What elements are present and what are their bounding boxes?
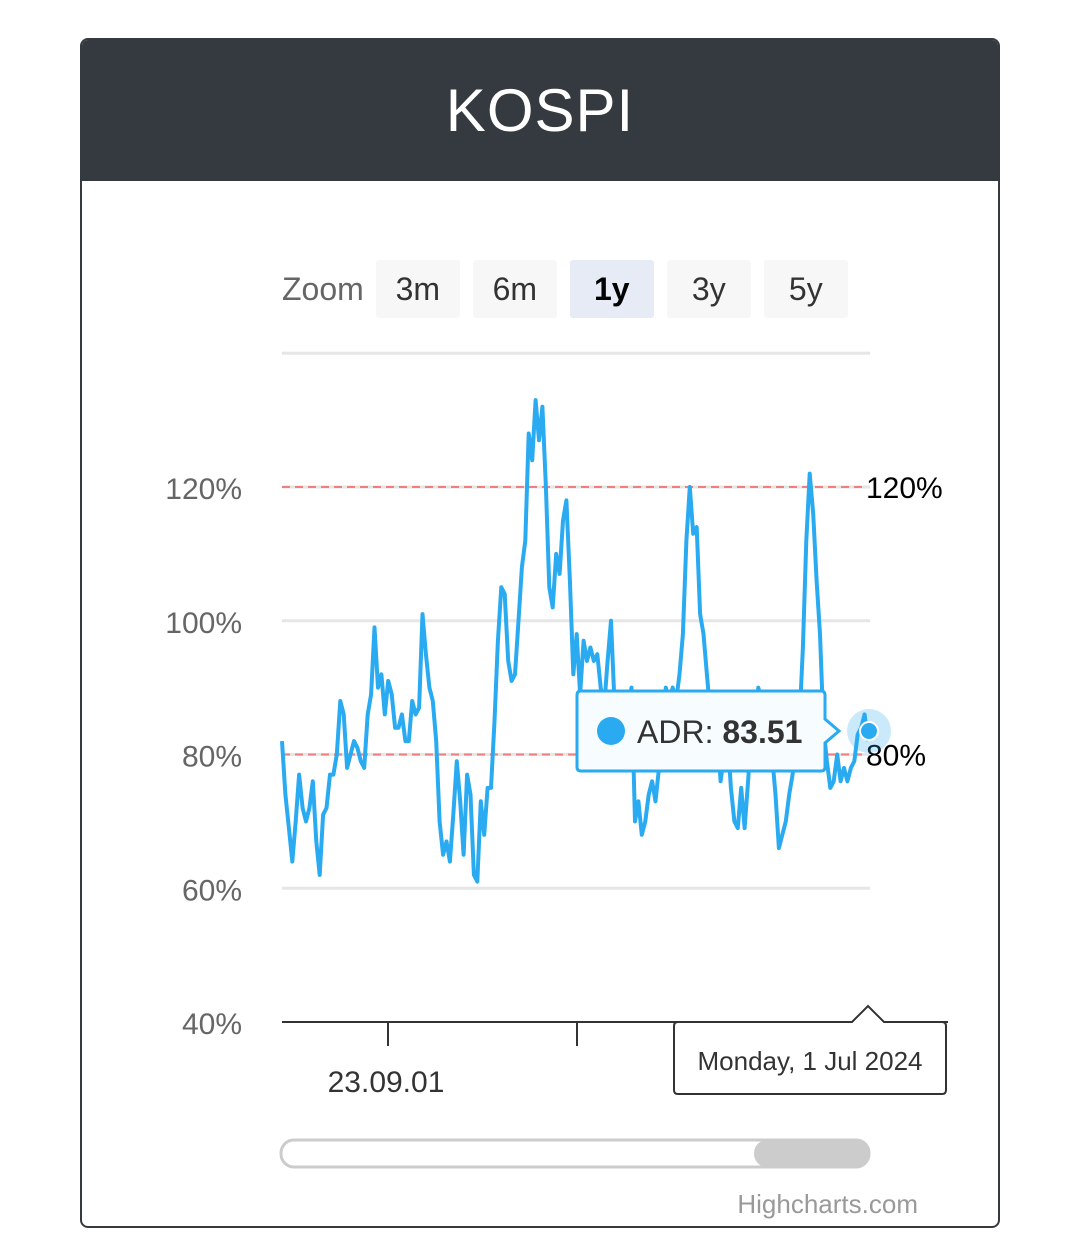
chart-card: KOSPI Zoom 3m 6m 1y 3y 5y 40% 60% 80% 100% 1… [80, 38, 1000, 1228]
hover-point[interactable] [859, 721, 879, 742]
x-tick-label: 23.09.01 [328, 1066, 445, 1099]
zoom-5y-button[interactable]: 5y [763, 260, 848, 318]
plot-line-label: 120% [866, 472, 943, 505]
plot-line-label: 80% [866, 740, 926, 773]
chart-svg: 40% 60% 80% 100% 120% 120% 80% 23.09.01 ADR: 83.… [165, 351, 948, 1169]
date-tooltip-text: Monday, 1 Jul 2024 [698, 1046, 923, 1076]
zoom-1y-button[interactable]: 1y [569, 260, 654, 318]
zoom-3y-button[interactable]: 3y [666, 260, 751, 318]
y-tick-label: 100% [165, 607, 242, 640]
y-tick-label: 40% [182, 1008, 242, 1041]
y-tick-label: 80% [182, 741, 242, 774]
tooltip-box [575, 689, 842, 773]
zoom-3m-button[interactable]: 3m [375, 260, 460, 318]
y-tick-label: 120% [165, 473, 242, 506]
date-tooltip-box [673, 1004, 947, 1095]
tooltip-series-dot [597, 717, 625, 745]
series-line-adr [280, 398, 870, 884]
tooltip-series-text: ADR: 83.51 [637, 714, 802, 750]
title-bar: KOSPI [82, 40, 998, 181]
page-title: KOSPI [445, 77, 635, 144]
zoom-label: Zoom [282, 270, 364, 307]
range-selector: Zoom 3m 6m 1y 3y 5y [282, 260, 861, 318]
y-tick-label: 60% [182, 874, 242, 907]
tooltip-value: 83.51 [722, 714, 802, 750]
tooltip-series-name: ADR: [637, 714, 722, 750]
navigator-handle[interactable] [754, 1140, 869, 1167]
credits-link[interactable]: Highcharts.com [737, 1189, 918, 1219]
zoom-6m-button[interactable]: 6m [472, 260, 557, 318]
